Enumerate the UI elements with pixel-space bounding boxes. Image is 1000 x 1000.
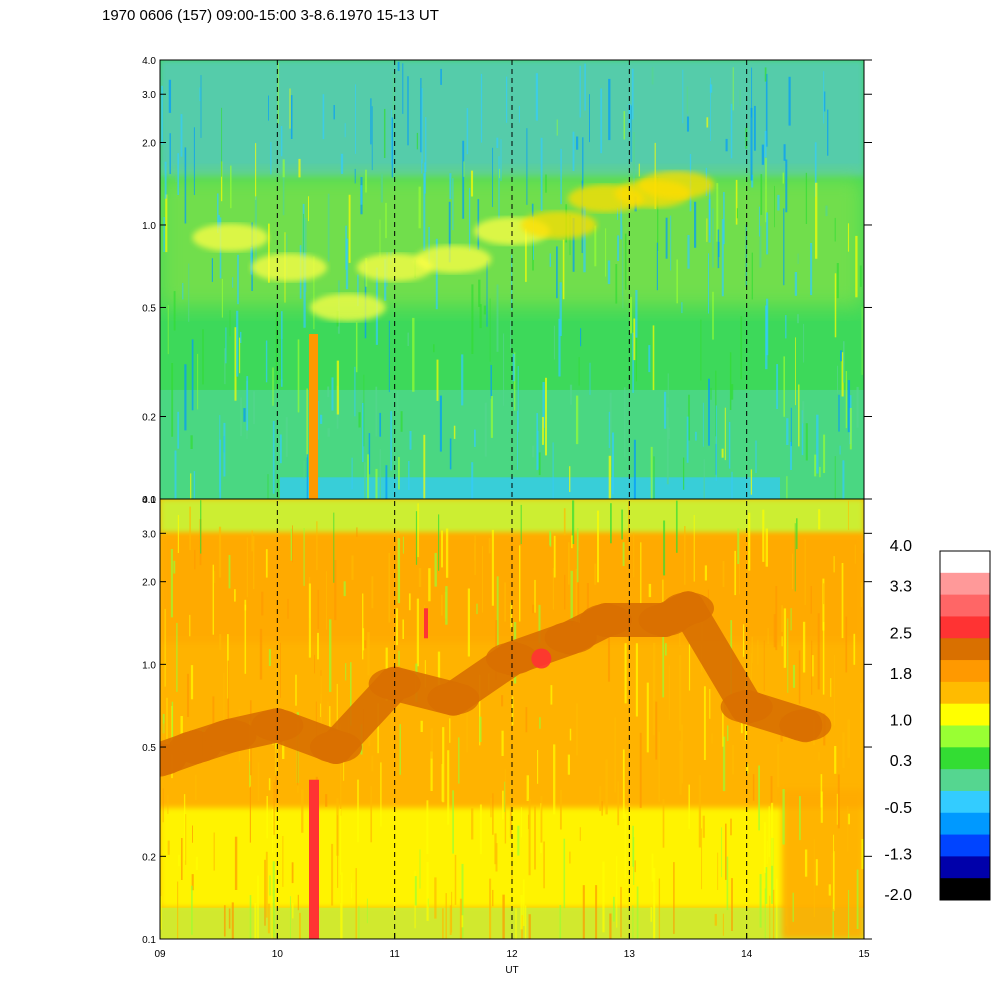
- colorbar-label: 4.0: [890, 538, 912, 555]
- colorbar-label: 1.8: [890, 666, 912, 683]
- colorbar-swatch: [940, 594, 990, 617]
- lower-feature-blob: [544, 621, 597, 654]
- upper-base-cyan: [280, 477, 780, 499]
- lower-hot-column: [309, 779, 320, 939]
- y-tick-label: 2.0: [142, 578, 156, 589]
- lower-red-patch: [531, 648, 552, 669]
- hour-gridlines: [276, 60, 748, 939]
- upper-feature-blob: [638, 170, 715, 199]
- upper-feature-blob: [251, 253, 328, 282]
- colorbar-swatch: [940, 660, 990, 683]
- lower-feature-blob: [579, 604, 632, 637]
- y-tick-label: 0.1: [142, 935, 156, 946]
- lower-feature-band: [671, 591, 764, 724]
- colorbar-swatch: [940, 856, 990, 879]
- y-tick-label: 3.0: [142, 90, 156, 101]
- y-tick-label: 0.2: [142, 413, 156, 424]
- colorbar-label: 2.5: [890, 625, 912, 642]
- colorbar-swatch: [940, 878, 990, 901]
- upper-feature-blob: [309, 293, 386, 322]
- y-tick-label: 3.0: [142, 529, 156, 540]
- colorbar-swatch: [940, 572, 990, 596]
- x-axis-label: UT: [505, 965, 518, 976]
- colorbar-swatch: [940, 551, 990, 574]
- lower-feature-blob: [720, 690, 773, 723]
- y-tick-label: 1.0: [142, 660, 156, 671]
- lower-right-orange: [781, 789, 864, 939]
- y-tick-label: 1.0: [142, 221, 156, 232]
- colorbar-label: 1.0: [890, 713, 912, 730]
- y-tick-label: 0.5: [142, 303, 156, 314]
- x-tick-label: 11: [389, 949, 400, 960]
- colorbar-swatch: [940, 681, 990, 705]
- colorbar-swatch: [940, 834, 990, 857]
- y-tick-label: 4.0: [142, 56, 156, 67]
- x-tick-label: 10: [272, 949, 284, 960]
- colorbar-swatch: [940, 769, 990, 792]
- lower-feature-blob: [662, 592, 714, 625]
- x-tick-label: 12: [506, 949, 518, 960]
- y-tick-label: 0.1: [142, 495, 156, 506]
- lower-feature-blob: [251, 709, 304, 742]
- colorbar-swatch: [940, 812, 990, 836]
- upper-hot-column: [309, 334, 319, 499]
- y-tick-label: 0.5: [142, 743, 156, 754]
- axes: 0.10.20.51.02.03.04.00.10.20.51.02.03.04…: [142, 56, 872, 960]
- colorbar-label: -1.3: [884, 846, 912, 863]
- x-tick-label: 14: [741, 949, 753, 960]
- y-tick-label: 2.0: [142, 138, 156, 149]
- colorbar-swatch: [940, 790, 990, 814]
- chart-title: 1970 0606 (157) 09:00-15:00 3-8.6.1970 1…: [102, 7, 439, 24]
- colorbar-label: 3.3: [890, 579, 912, 596]
- lower-feature-blob: [310, 731, 362, 764]
- upper-feature-blob: [415, 245, 492, 274]
- colorbar: 4.0 3.3 2.5 1.8 1.0 0.3 -0.5 -1.3 -2.0: [884, 538, 991, 904]
- x-tick-label: 13: [624, 949, 636, 960]
- colorbar-swatch: [940, 616, 990, 639]
- lower-panel: [160, 499, 864, 939]
- upper-feature-blob: [520, 210, 597, 239]
- x-tick-label: 09: [154, 949, 166, 960]
- colorbar-swatch: [940, 703, 990, 726]
- colorbar-frame: [939, 550, 991, 901]
- y-tick-label: 4.0: [142, 495, 156, 506]
- x-tick-label: 15: [858, 949, 870, 960]
- lower-feature-blob: [427, 682, 480, 715]
- colorbar-swatch: [940, 725, 990, 748]
- lower-red-streak: [424, 608, 428, 639]
- colorbar-label: -0.5: [884, 800, 912, 817]
- upper-feature-blob: [192, 223, 269, 252]
- colorbar-label: -2.0: [884, 887, 912, 904]
- colorbar-swatch: [940, 638, 990, 661]
- y-tick-label: 0.2: [142, 852, 156, 863]
- colorbar-swatch: [940, 747, 990, 770]
- colorbar-label: 0.3: [890, 753, 912, 770]
- lower-feature-blob: [779, 709, 832, 742]
- lower-feature-blob: [204, 719, 257, 752]
